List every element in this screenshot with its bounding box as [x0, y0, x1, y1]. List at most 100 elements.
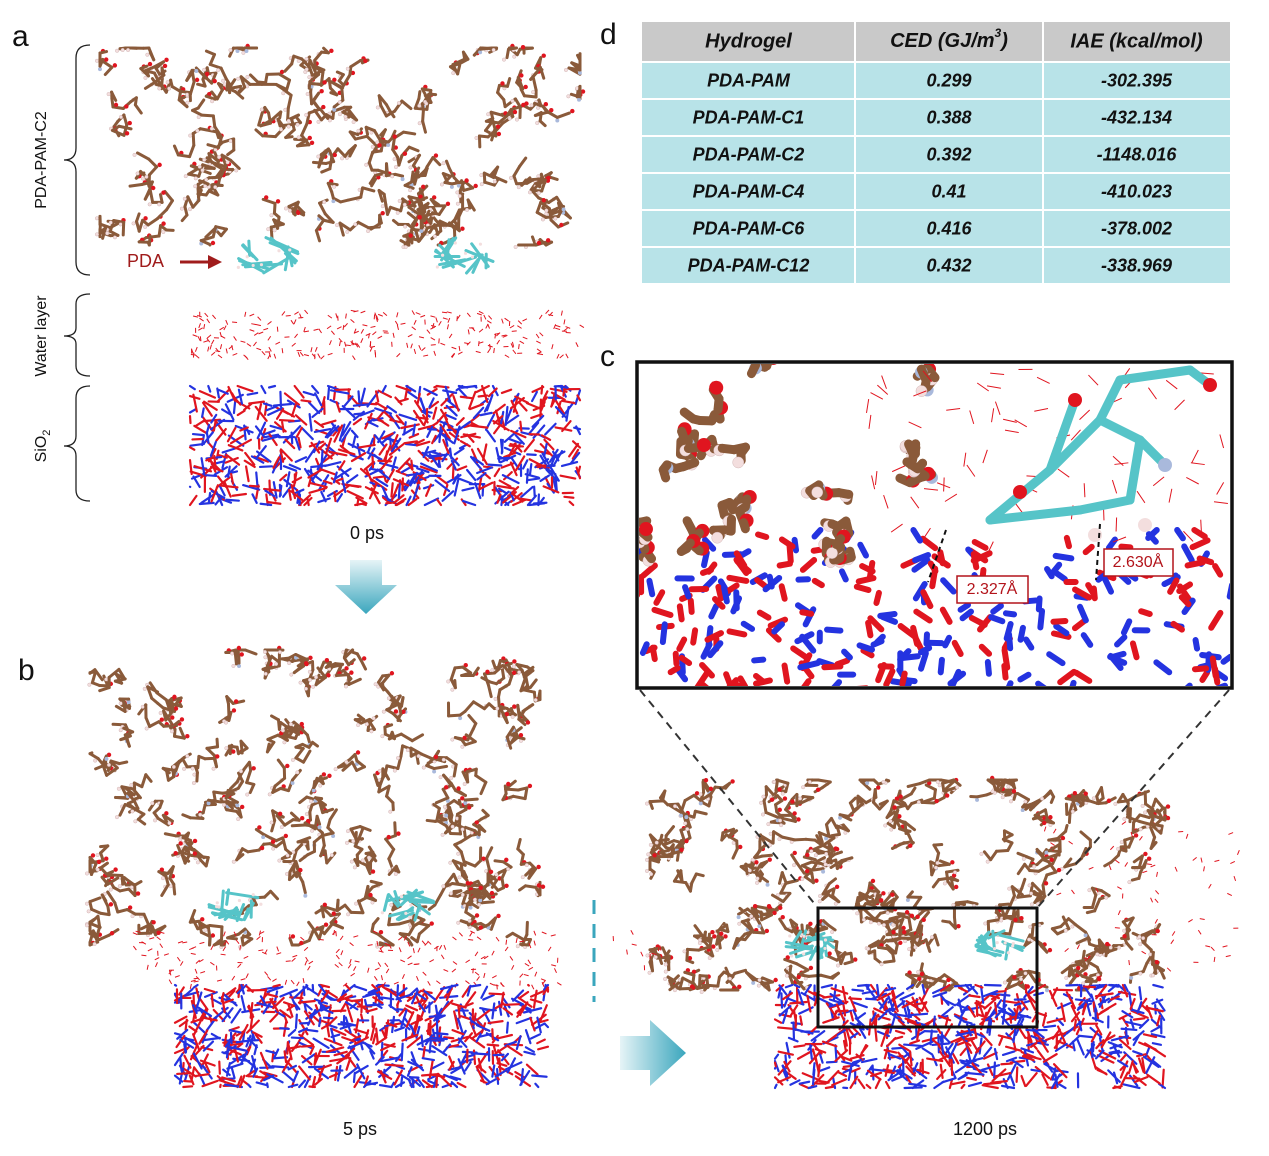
atom — [350, 70, 356, 76]
si-o-bond — [390, 482, 394, 498]
si-o-bond — [313, 420, 325, 429]
bond — [136, 151, 151, 161]
si-o-bond — [543, 1022, 550, 1029]
atom — [409, 903, 413, 907]
atom — [132, 152, 137, 157]
atom — [1063, 928, 1068, 933]
si-o-bond — [358, 443, 376, 449]
si-o-bond — [207, 384, 212, 393]
si-o-bond — [324, 424, 337, 439]
atom — [286, 118, 291, 123]
atom — [223, 720, 228, 725]
atom — [402, 202, 407, 207]
atom — [367, 855, 371, 860]
bond — [210, 71, 218, 85]
atom — [202, 67, 207, 72]
si-o-bond — [309, 482, 328, 489]
atom — [479, 182, 484, 187]
si-o-bond — [304, 448, 316, 463]
atom — [766, 822, 771, 827]
si-o-bond — [242, 484, 261, 491]
si-o-bond — [509, 461, 518, 477]
si-o-bond — [294, 414, 308, 426]
water — [320, 355, 325, 360]
si-o-bond — [482, 993, 495, 1001]
si-o-bond — [461, 486, 475, 492]
si-o-bond — [568, 442, 580, 458]
atom — [126, 48, 131, 52]
pda-bond — [434, 248, 455, 269]
atom — [333, 767, 338, 772]
si-o-bond — [254, 405, 268, 422]
atom — [304, 67, 309, 72]
si-o-bond — [503, 471, 513, 481]
water — [447, 317, 451, 323]
bond — [1073, 923, 1088, 934]
atom — [142, 686, 147, 691]
atom — [162, 63, 168, 69]
bond — [301, 880, 307, 895]
bond — [505, 47, 510, 60]
si-o-bond — [456, 465, 468, 472]
water — [338, 337, 343, 343]
bond — [482, 672, 491, 687]
atom — [351, 839, 356, 844]
si-o-bond — [214, 495, 223, 506]
atom — [416, 754, 421, 759]
si-o-bond — [356, 497, 360, 507]
atom — [460, 892, 465, 897]
si-o-bond — [374, 407, 393, 415]
atom — [198, 812, 203, 817]
si-o-bond — [260, 384, 267, 395]
water — [528, 966, 534, 971]
si-o-bond — [448, 431, 461, 441]
bond — [148, 188, 155, 204]
water — [344, 341, 347, 347]
atom — [309, 799, 313, 804]
water — [273, 353, 277, 359]
si-o-bond — [381, 384, 387, 393]
atom — [456, 183, 461, 188]
si-o-bond — [398, 413, 418, 422]
bond — [419, 210, 427, 219]
atom — [204, 177, 209, 182]
water — [159, 943, 164, 949]
atom — [204, 71, 210, 77]
si-o-bond — [342, 395, 354, 408]
bond — [147, 157, 159, 169]
atom — [529, 103, 534, 108]
water — [411, 310, 415, 316]
atom — [156, 930, 161, 935]
atom — [179, 206, 184, 211]
atom — [355, 750, 361, 755]
si-o-bond — [392, 494, 405, 504]
water — [458, 932, 463, 937]
bond — [403, 183, 415, 190]
si-o-bond — [290, 1036, 305, 1040]
atom — [752, 903, 758, 909]
si-o-bond — [385, 468, 395, 484]
bond — [274, 82, 288, 93]
bond — [459, 192, 465, 204]
water — [412, 948, 415, 954]
water — [255, 323, 262, 327]
atom — [536, 240, 542, 246]
atom — [300, 816, 305, 821]
si-o-bond — [524, 1046, 536, 1053]
bond — [295, 143, 311, 148]
atom — [446, 679, 451, 684]
bond — [503, 784, 508, 796]
atom — [311, 788, 316, 793]
atom — [474, 135, 479, 140]
atom — [356, 723, 361, 728]
si-o-bond — [283, 392, 301, 406]
bond — [482, 171, 496, 180]
si-o-bond — [397, 482, 401, 499]
bond — [183, 845, 196, 853]
bond — [276, 758, 286, 770]
si-o-bond — [246, 1019, 260, 1034]
atom — [493, 696, 498, 701]
si-o-bond — [411, 1078, 415, 1089]
bond — [196, 98, 206, 110]
bond — [465, 770, 470, 784]
